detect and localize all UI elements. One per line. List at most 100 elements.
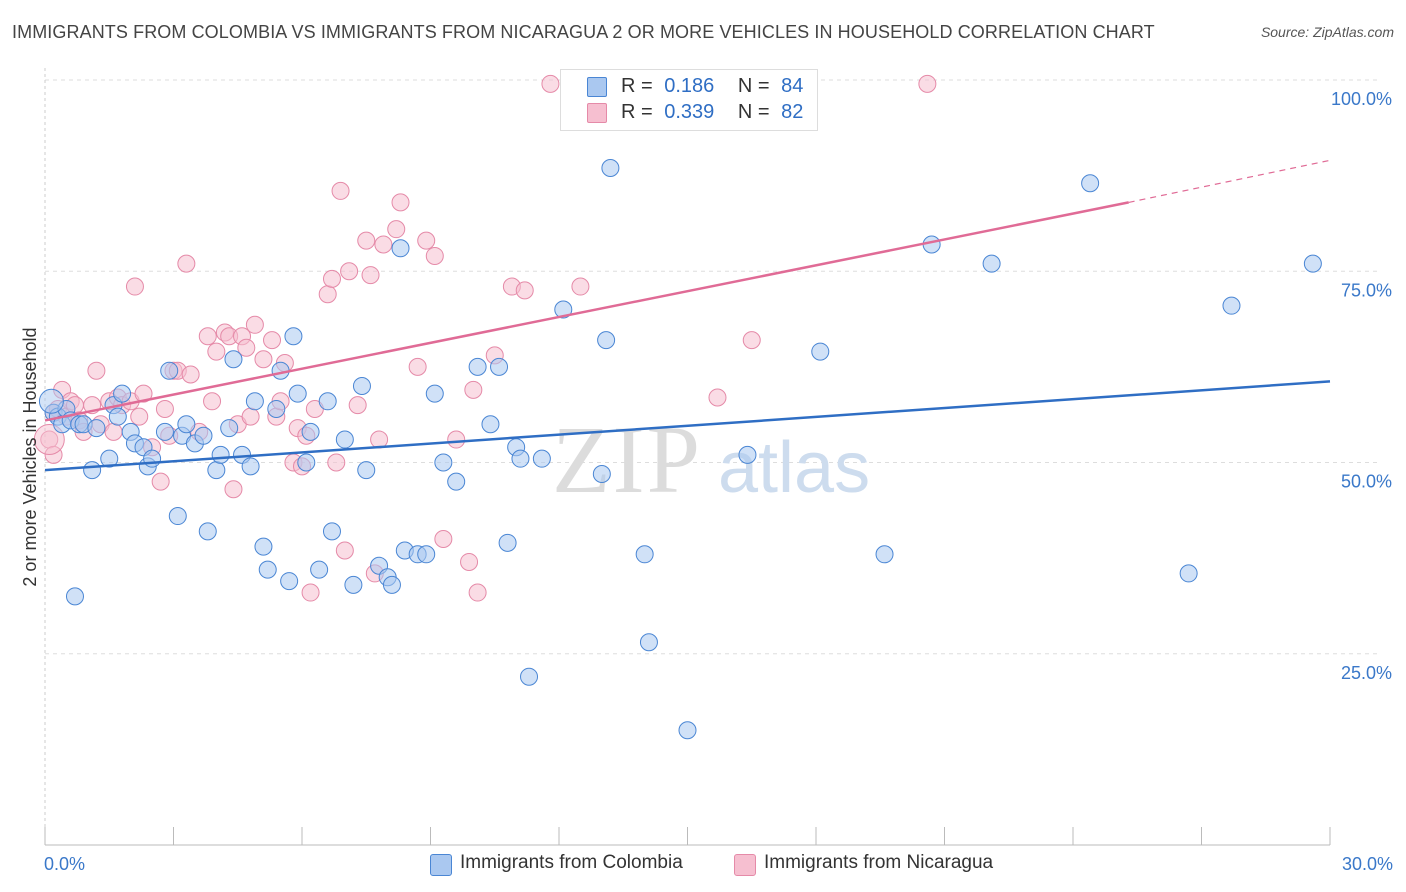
nicaragua-point	[155, 399, 174, 418]
tick-labels: 25.0% 50.0% 75.0% 100.0% 0.0% 30.0%	[44, 89, 1393, 874]
colombia-point	[1179, 564, 1198, 583]
colombia-swatch	[430, 854, 452, 876]
watermark: ZIP atlas	[552, 406, 870, 513]
colombia-point	[207, 461, 226, 480]
trend-lines	[44, 159, 1331, 472]
colombia-point	[113, 384, 132, 403]
colombia-trend-line	[44, 380, 1331, 472]
legend-nicaragua-stats: R = 0.339 N = 82	[621, 101, 803, 124]
colombia-point	[258, 560, 277, 579]
axes	[44, 68, 1331, 846]
colombia-point	[635, 545, 654, 564]
colombia-point	[982, 254, 1001, 273]
colombia-point	[678, 721, 697, 740]
legend-nicaragua-label: Immigrants from Nicaragua	[764, 852, 994, 873]
nicaragua-point	[203, 392, 222, 411]
colombia-point	[87, 419, 106, 438]
colombia-point	[220, 419, 239, 438]
colombia-point	[1303, 254, 1322, 273]
colombia-swatch	[587, 77, 607, 97]
colombia-point	[1222, 296, 1241, 315]
colombia-point	[592, 464, 611, 483]
nicaragua-swatch	[734, 854, 756, 876]
nicaragua-point	[408, 357, 427, 376]
grid-lines	[45, 79, 1380, 655]
nicaragua-point	[87, 361, 106, 380]
colombia-point	[83, 461, 102, 480]
nicaragua-point	[387, 220, 406, 239]
nicaragua-point	[241, 407, 260, 426]
r-value: 0.186	[664, 75, 715, 97]
nicaragua-swatch	[587, 103, 607, 123]
nicaragua-point	[181, 365, 200, 384]
nicaragua-point	[417, 231, 436, 250]
nicaragua-point	[130, 407, 149, 426]
colombia-point	[254, 537, 273, 556]
y-tick-label: 25.0%	[1341, 663, 1392, 683]
colombia-point	[532, 449, 551, 468]
nicaragua-point	[335, 541, 354, 560]
nicaragua-point	[198, 327, 217, 346]
colombia-point	[520, 667, 539, 686]
colombia-points	[38, 158, 1322, 740]
nicaragua-point	[918, 74, 937, 93]
colombia-point	[468, 357, 487, 376]
nicaragua-point	[541, 74, 560, 93]
y-tick-label: 50.0%	[1341, 472, 1392, 492]
nicaragua-point	[357, 231, 376, 250]
nicaragua-point	[460, 552, 479, 571]
colombia-point	[108, 407, 127, 426]
colombia-point	[241, 457, 260, 476]
colombia-point	[160, 361, 179, 380]
colombia-point	[65, 587, 84, 606]
colombia-point	[738, 445, 757, 464]
nicaragua-trend-line	[44, 201, 1129, 422]
colombia-point	[301, 422, 320, 441]
nicaragua-point	[263, 331, 282, 350]
colombia-point	[811, 342, 830, 361]
r-label: R =	[621, 75, 653, 97]
nicaragua-point	[468, 583, 487, 602]
r-value: 0.339	[664, 101, 715, 123]
colombia-point	[1081, 174, 1100, 193]
nicaragua-point	[254, 350, 273, 369]
x-tick-label: 0.0%	[44, 854, 85, 874]
y-tick-label: 100.0%	[1331, 89, 1392, 109]
nicaragua-point	[224, 480, 243, 499]
r-label: R =	[621, 101, 653, 123]
n-value: 84	[781, 75, 804, 97]
colombia-point	[875, 545, 894, 564]
colombia-point	[335, 430, 354, 449]
nicaragua-point	[361, 266, 380, 285]
colombia-point	[322, 522, 341, 541]
nicaragua-point	[742, 331, 761, 350]
legend-colombia-stats: R = 0.186 N = 84	[621, 75, 803, 98]
nicaragua-points	[33, 74, 937, 602]
colombia-point	[490, 357, 509, 376]
nicaragua-point	[33, 424, 65, 456]
nicaragua-point	[301, 583, 320, 602]
colombia-point	[198, 522, 217, 541]
colombia-point	[284, 327, 303, 346]
colombia-point	[498, 533, 517, 552]
colombia-point	[280, 572, 299, 591]
nicaragua-trend-extension	[1128, 159, 1331, 203]
nicaragua-point	[515, 281, 534, 300]
nicaragua-point	[391, 193, 410, 212]
nicaragua-point	[327, 453, 346, 472]
x-tick-label: 30.0%	[1342, 854, 1393, 874]
colombia-point	[267, 399, 286, 418]
colombia-point	[481, 415, 500, 434]
colombia-point	[382, 575, 401, 594]
legend-colombia-label: Immigrants from Colombia	[460, 852, 683, 873]
colombia-point	[601, 158, 620, 177]
nicaragua-point	[237, 338, 256, 357]
nicaragua-point	[207, 342, 226, 361]
chart-title: IMMIGRANTS FROM COLOMBIA VS IMMIGRANTS F…	[12, 22, 1155, 42]
colombia-point	[434, 453, 453, 472]
nicaragua-point	[434, 530, 453, 548]
colombia-point	[38, 388, 64, 414]
colombia-point	[143, 449, 162, 468]
colombia-point	[391, 239, 410, 258]
watermark-zip: ZIP	[552, 406, 702, 513]
